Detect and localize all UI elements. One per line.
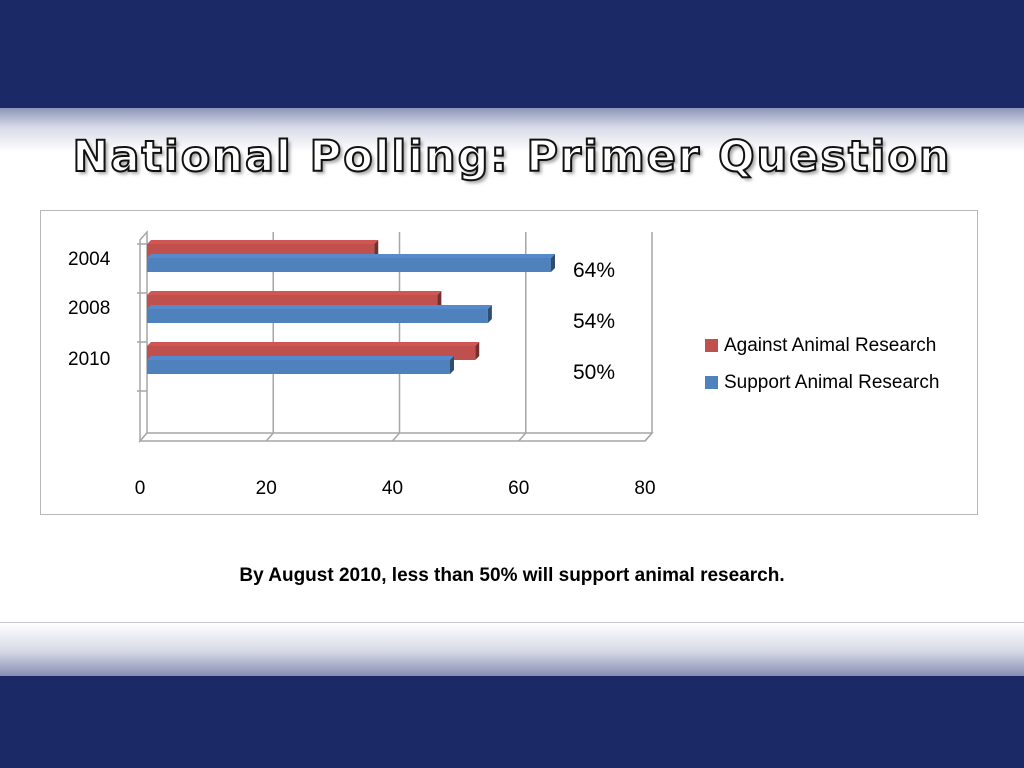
gridline-depth — [391, 432, 401, 442]
slide-title: National Polling: Primer Question — [72, 131, 952, 183]
bar-side — [374, 240, 379, 258]
bar-side — [551, 254, 555, 272]
bar-side — [450, 356, 454, 374]
legend-label: Support Animal Research — [724, 372, 939, 393]
top-banner-fade — [0, 108, 1024, 152]
chart-labels: 0 20 40 60 80 2004 64% 2008 54% 2010 50% — [68, 249, 656, 499]
gridline-depth — [518, 432, 527, 442]
bar — [147, 254, 555, 272]
legend-label: Against Animal Research — [724, 335, 936, 356]
value-label: 50% — [573, 361, 615, 384]
x-tick-label: 20 — [256, 478, 277, 499]
category-label: 2010 — [68, 349, 110, 370]
category-label: 2004 — [68, 249, 111, 270]
legend-swatch — [705, 339, 718, 352]
bar-face — [147, 309, 488, 323]
x-tick-label: 80 — [634, 478, 655, 499]
value-label: 54% — [573, 310, 615, 333]
bottom-banner — [0, 676, 1024, 768]
bar-top — [147, 291, 442, 295]
chart-grid — [137, 230, 654, 443]
bar-top — [147, 240, 379, 244]
bar-face — [147, 360, 450, 374]
bar — [147, 305, 492, 323]
legend-swatch — [705, 376, 718, 389]
gridline-depth — [644, 432, 653, 442]
bar — [147, 356, 454, 374]
bar-side — [475, 342, 480, 360]
bar-face — [147, 258, 551, 272]
category-label: 2008 — [68, 298, 110, 319]
bar-side — [487, 305, 492, 323]
x-tick-label: 0 — [135, 478, 146, 499]
bar-top — [147, 342, 480, 346]
bar-top — [147, 356, 454, 360]
bottom-banner-fade — [0, 622, 1024, 679]
bar-top — [147, 305, 492, 309]
bar-top — [147, 254, 555, 258]
bar-side — [437, 291, 442, 309]
chart-legend: Against Animal Research Support Animal Re… — [705, 335, 939, 393]
x-tick-label: 60 — [508, 478, 529, 499]
x-tick-label: 40 — [382, 478, 403, 499]
gridline-depth — [265, 432, 274, 442]
axis-wall — [139, 230, 148, 443]
value-label: 64% — [573, 259, 615, 282]
top-banner — [0, 0, 1024, 112]
slide-caption: By August 2010, less than 50% will suppo… — [239, 565, 785, 586]
chart-bars — [147, 240, 555, 374]
